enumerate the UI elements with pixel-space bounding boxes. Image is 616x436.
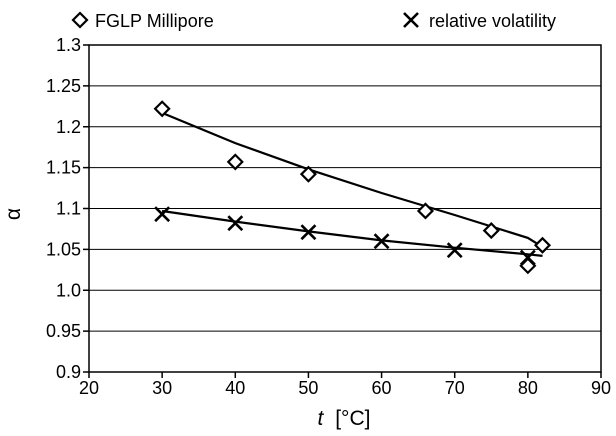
data-point-x: [446, 242, 463, 259]
data-point-x: [300, 224, 317, 241]
data-point-x: [227, 215, 244, 232]
x-tick-label: 40: [225, 378, 245, 398]
data-point-x: [154, 206, 171, 223]
y-tick-label: 1.3: [56, 35, 81, 55]
gridlines: [89, 85, 601, 332]
data-point-diamond: [153, 100, 171, 118]
trend-lines: [161, 111, 544, 257]
data-point-x: [373, 233, 390, 250]
data-point-diamond: [299, 165, 317, 183]
legend-label-relative-volatility: relative volatility: [429, 11, 556, 31]
legend: FGLP Millipore relative volatility: [71, 11, 556, 31]
data-markers: [153, 100, 552, 275]
legend-item-fglp-millipore: FGLP Millipore: [71, 11, 214, 31]
x-tick-label: 90: [591, 378, 611, 398]
x-axis-label-unit: [°C]: [335, 407, 370, 430]
x-tick-label: 80: [518, 378, 538, 398]
x-axis-label: t [°C]: [318, 407, 371, 430]
y-tick-label: 1.1: [56, 199, 81, 219]
data-point-diamond: [482, 222, 500, 240]
trend-line-fglp-millipore: [161, 111, 544, 248]
data-point-diamond: [226, 153, 244, 171]
x-tick-label: 70: [445, 378, 465, 398]
y-axis: 0.9 0.95 1.0 1.05 1.1 1.15 1.2 1.25 1.3: [46, 35, 89, 382]
x-tick-label: 60: [372, 378, 392, 398]
legend-label-fglp-millipore: FGLP Millipore: [95, 11, 214, 31]
y-tick-label: 0.95: [46, 321, 81, 341]
x-tick-label: 50: [298, 378, 318, 398]
x-axis-label-variable: t: [318, 407, 325, 430]
data-point-diamond: [416, 202, 435, 220]
y-tick-label: 0.9: [56, 362, 81, 382]
y-axis-label: α: [2, 208, 25, 220]
y-tick-label: 1.2: [56, 117, 81, 137]
data-point-diamond: [533, 236, 552, 254]
y-tick-label: 1.05: [46, 239, 81, 259]
legend-marker-diamond: [71, 11, 89, 29]
x-tick-label: 30: [152, 378, 172, 398]
y-tick-label: 1.0: [56, 280, 81, 300]
legend-item-relative-volatility: relative volatility: [403, 11, 556, 31]
data-point-x: [519, 249, 536, 266]
x-tick-label: 20: [79, 378, 99, 398]
x-axis: 20 30 40 50 60 70 80 90: [79, 372, 611, 398]
y-tick-label: 1.15: [46, 158, 81, 178]
y-tick-label: 1.25: [46, 76, 81, 96]
legend-marker-x: [403, 12, 419, 28]
